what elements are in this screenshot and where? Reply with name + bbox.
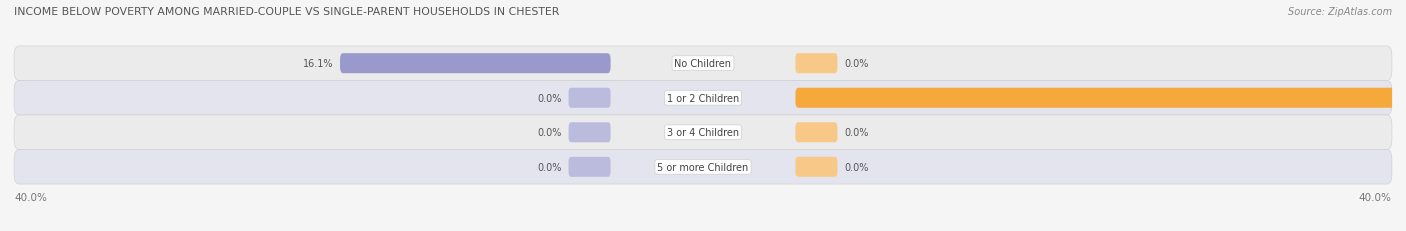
Text: 16.1%: 16.1%	[302, 59, 333, 69]
Text: 0.0%: 0.0%	[844, 128, 869, 138]
FancyBboxPatch shape	[340, 54, 610, 74]
Text: Source: ZipAtlas.com: Source: ZipAtlas.com	[1288, 7, 1392, 17]
FancyBboxPatch shape	[568, 88, 610, 108]
Text: No Children: No Children	[675, 59, 731, 69]
FancyBboxPatch shape	[14, 81, 1392, 116]
Text: 0.0%: 0.0%	[844, 162, 869, 172]
FancyBboxPatch shape	[796, 157, 838, 177]
FancyBboxPatch shape	[796, 123, 838, 143]
FancyBboxPatch shape	[796, 54, 838, 74]
FancyBboxPatch shape	[568, 157, 610, 177]
FancyBboxPatch shape	[14, 47, 1392, 81]
Text: 0.0%: 0.0%	[537, 162, 562, 172]
Text: INCOME BELOW POVERTY AMONG MARRIED-COUPLE VS SINGLE-PARENT HOUSEHOLDS IN CHESTER: INCOME BELOW POVERTY AMONG MARRIED-COUPL…	[14, 7, 560, 17]
Text: 0.0%: 0.0%	[537, 93, 562, 103]
Text: 3 or 4 Children: 3 or 4 Children	[666, 128, 740, 138]
FancyBboxPatch shape	[796, 88, 1406, 108]
Text: 0.0%: 0.0%	[537, 128, 562, 138]
FancyBboxPatch shape	[14, 116, 1392, 150]
Text: 5 or more Children: 5 or more Children	[658, 162, 748, 172]
Text: 1 or 2 Children: 1 or 2 Children	[666, 93, 740, 103]
FancyBboxPatch shape	[568, 123, 610, 143]
FancyBboxPatch shape	[14, 150, 1392, 184]
Text: 0.0%: 0.0%	[844, 59, 869, 69]
